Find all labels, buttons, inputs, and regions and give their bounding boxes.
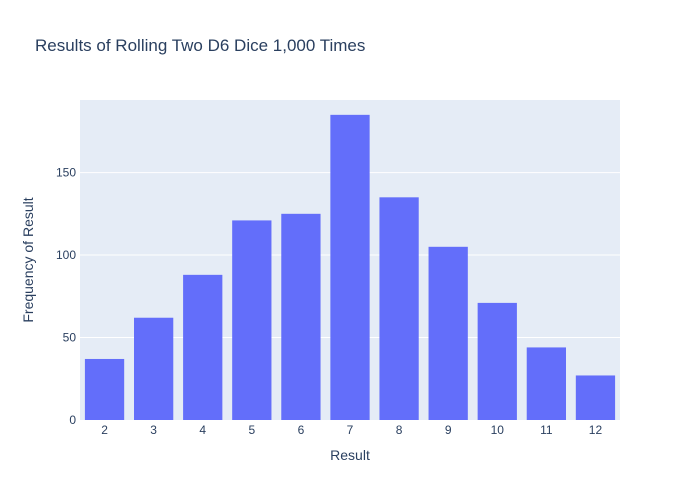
x-tick-label: 4 bbox=[199, 423, 206, 437]
bar bbox=[84, 358, 125, 420]
y-tick-label: 150 bbox=[56, 166, 76, 180]
x-tick-label: 11 bbox=[540, 423, 553, 437]
bar bbox=[183, 274, 223, 420]
x-tick-label: 8 bbox=[396, 423, 403, 437]
bar bbox=[281, 213, 321, 420]
x-axis-label: Result bbox=[330, 447, 370, 463]
bar bbox=[477, 302, 517, 420]
chart-title: Results of Rolling Two D6 Dice 1,000 Tim… bbox=[35, 36, 365, 55]
x-axis-ticks: 2 3 4 5 6 7 8 9 10 11 12 bbox=[101, 423, 602, 437]
x-tick-label: 6 bbox=[298, 423, 305, 437]
bar bbox=[134, 317, 174, 420]
bar bbox=[232, 220, 272, 420]
x-tick-label: 2 bbox=[101, 423, 108, 437]
x-tick-label: 7 bbox=[347, 423, 354, 437]
bar bbox=[526, 347, 566, 420]
bar bbox=[379, 197, 419, 420]
y-tick-label: 100 bbox=[56, 248, 76, 262]
y-tick-label: 50 bbox=[63, 331, 77, 345]
bar bbox=[575, 375, 616, 420]
x-tick-label: 10 bbox=[491, 423, 505, 437]
x-tick-label: 3 bbox=[150, 423, 157, 437]
y-axis-label: Frequency of Result bbox=[20, 197, 36, 322]
x-tick-label: 5 bbox=[248, 423, 255, 437]
bar bbox=[428, 246, 468, 420]
bars bbox=[84, 114, 616, 420]
y-axis-ticks: 0 50 100 150 bbox=[56, 166, 76, 427]
x-tick-label: 12 bbox=[589, 423, 603, 437]
x-tick-label: 9 bbox=[445, 423, 452, 437]
bar bbox=[330, 114, 370, 420]
y-tick-label: 0 bbox=[69, 413, 76, 427]
